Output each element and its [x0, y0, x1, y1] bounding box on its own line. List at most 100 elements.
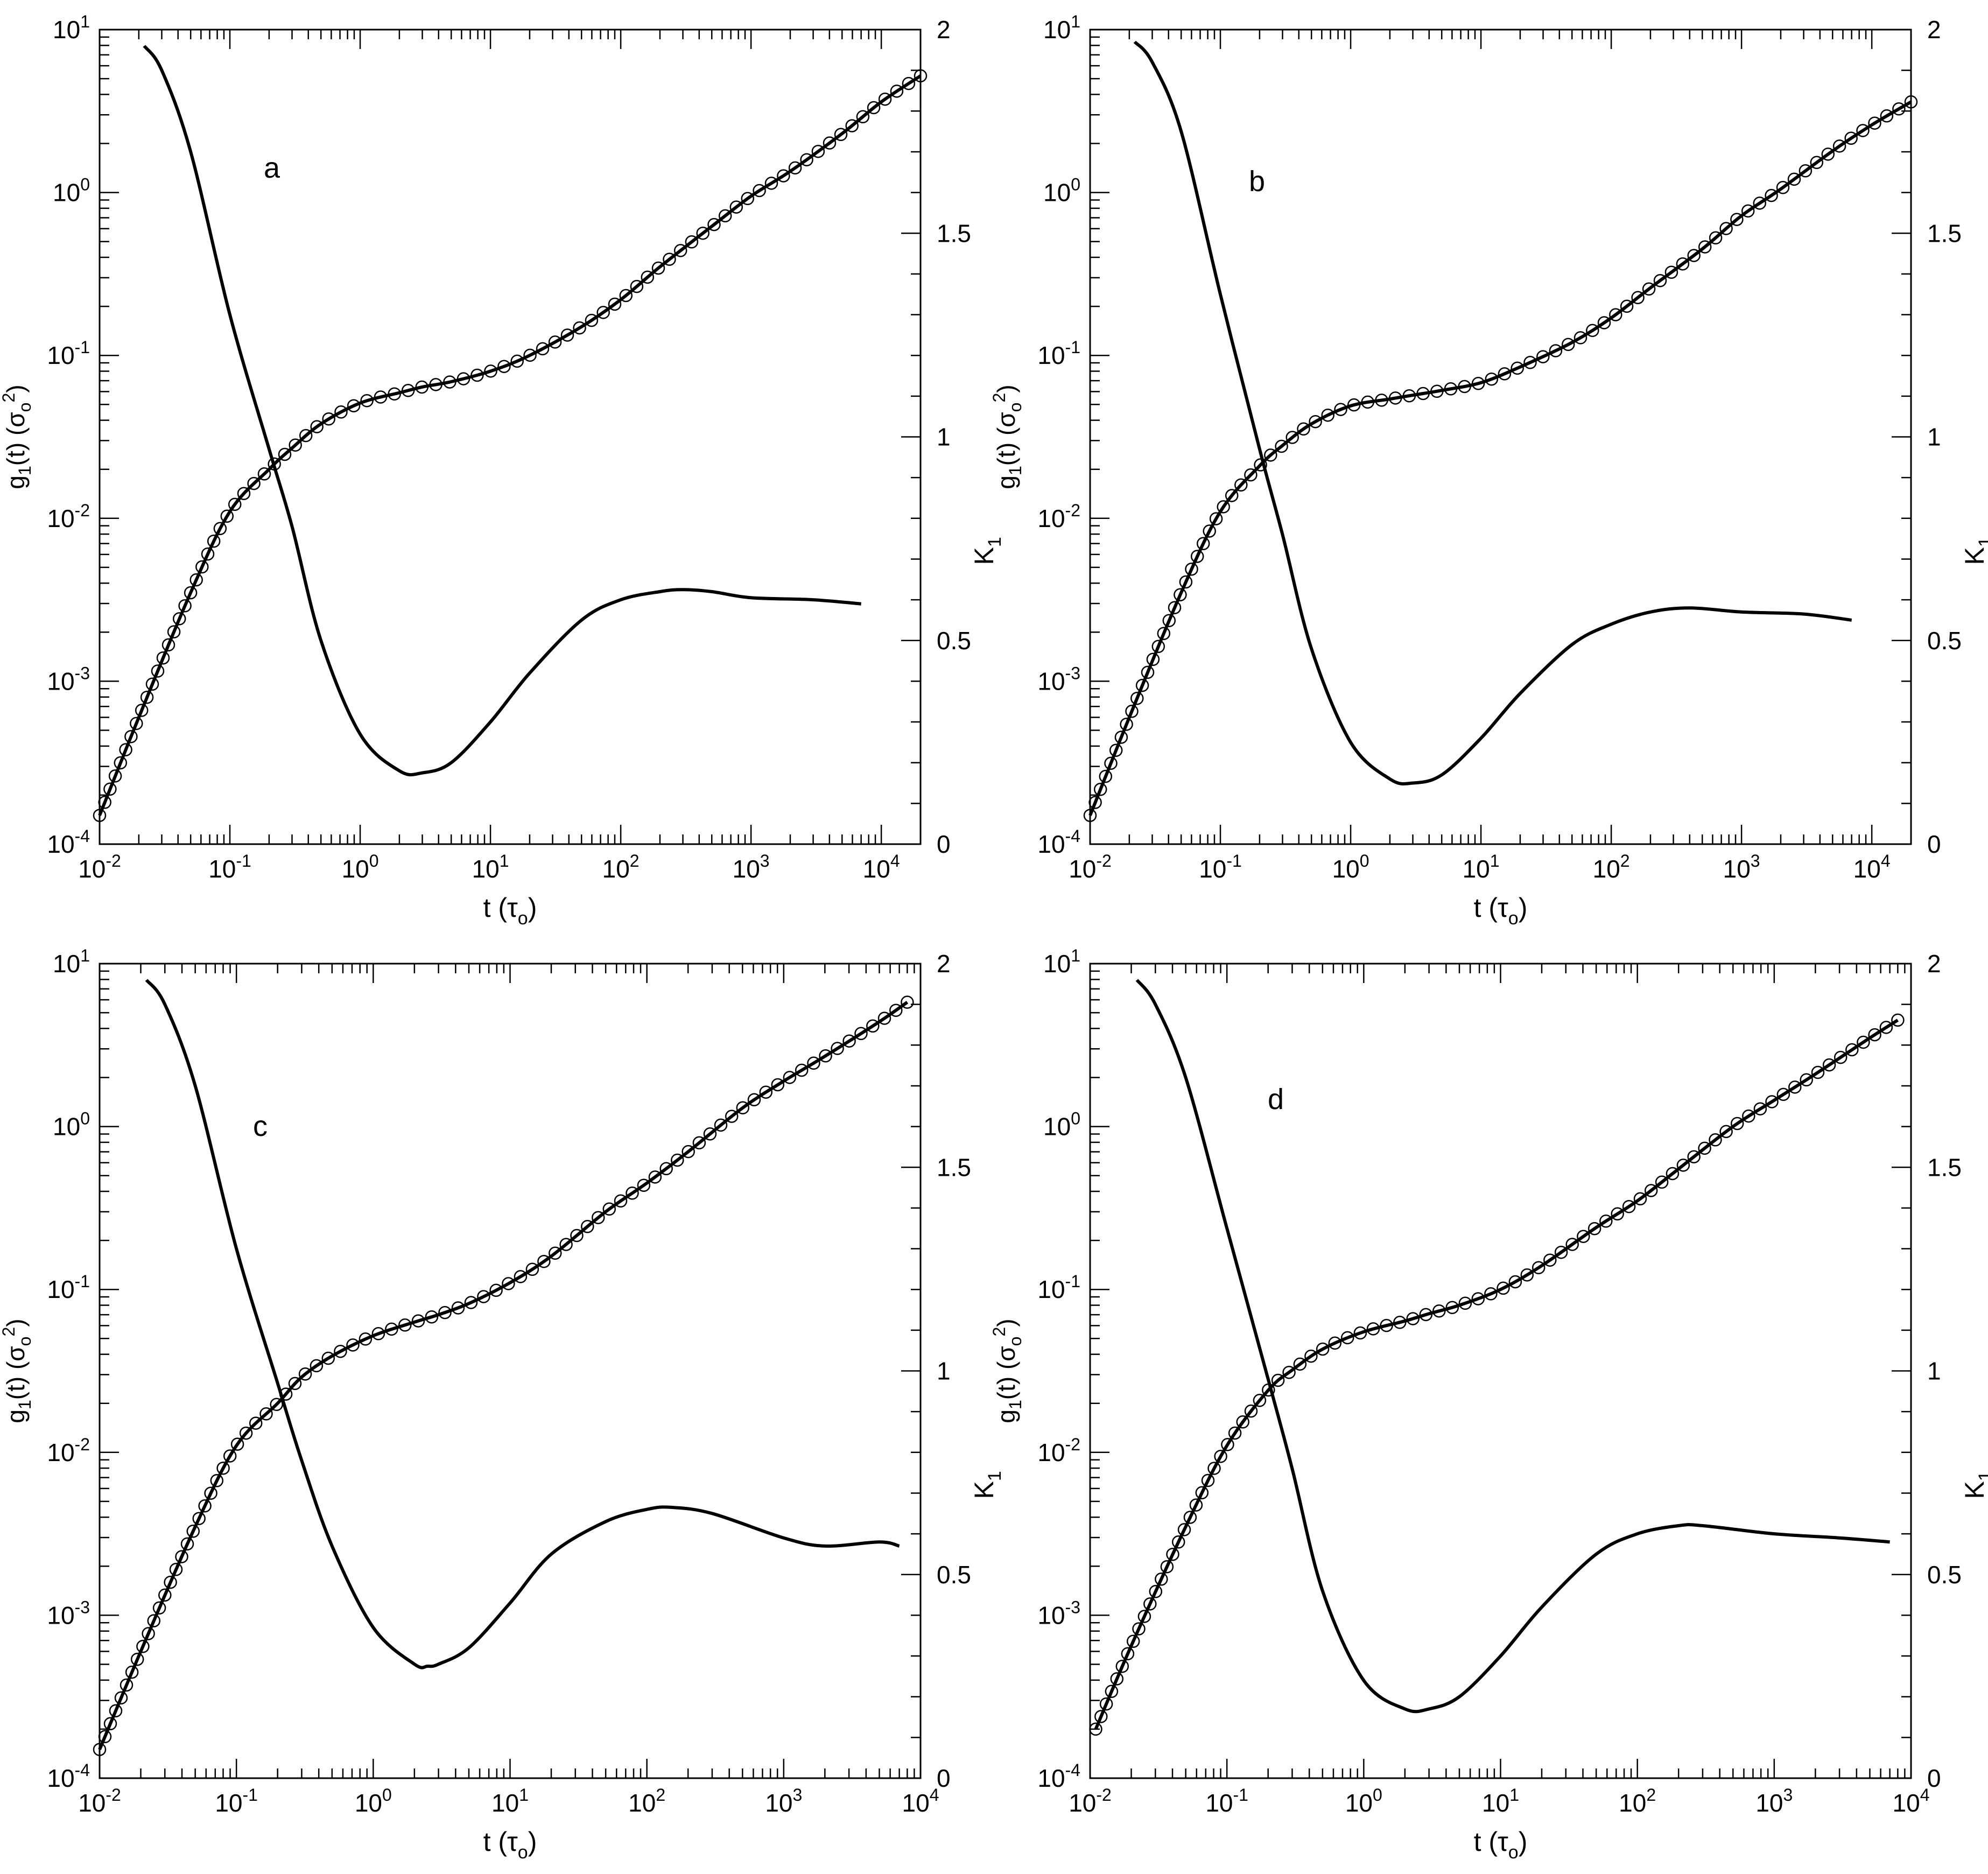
x-tick-label: 103	[1755, 1785, 1793, 1817]
x-tick-label: 100	[1345, 1785, 1382, 1817]
x-tick-label: 10-1	[208, 851, 251, 883]
g1-data-point	[1879, 1021, 1893, 1034]
x-tick-label: 101	[491, 1785, 529, 1817]
g1-data-point	[1130, 691, 1144, 705]
g1-data-point	[156, 651, 170, 665]
g1-data-point	[1822, 1058, 1836, 1072]
g1-data-point	[1485, 372, 1499, 386]
g1-data-point	[1264, 448, 1277, 462]
g1-data-point	[1799, 164, 1813, 178]
g1-data-point	[169, 1563, 183, 1576]
g1-data-point	[548, 335, 562, 349]
y-right-axis-label: K1	[1959, 1471, 1988, 1499]
y-left-tick-label: 10-2	[1037, 501, 1080, 532]
g1-data-point	[608, 297, 622, 311]
g1-data-point	[164, 1575, 177, 1589]
g1-data-point	[1321, 408, 1334, 422]
g1-data-point	[1587, 1222, 1601, 1236]
g1-data-point	[1183, 1511, 1197, 1524]
g1-data-point	[1234, 478, 1248, 492]
k1-line	[143, 45, 861, 777]
g1-data-point	[1115, 1659, 1129, 1673]
y-right-tick-label: 0	[937, 830, 951, 858]
g1-data-point	[1776, 1087, 1790, 1101]
y-left-tick-label: 100	[53, 175, 90, 207]
g1-data-point	[736, 1101, 750, 1114]
y-left-tick-label: 101	[1043, 12, 1080, 44]
g1-data-point	[619, 289, 633, 303]
y-left-tick-label: 10-1	[47, 1272, 90, 1303]
g1-data-point	[867, 101, 881, 115]
g1-data-point	[570, 1229, 584, 1243]
g1-data-point	[637, 1178, 651, 1192]
y-left-tick-label: 100	[53, 1109, 90, 1141]
g1-data-point	[523, 348, 537, 362]
y-right-tick-label: 1	[937, 423, 951, 451]
g1-data-point	[184, 586, 198, 600]
g1-data-point	[1419, 1308, 1433, 1322]
y-right-tick-label: 0	[1927, 830, 1941, 858]
panel-label: b	[1249, 165, 1265, 198]
g1-data-point	[1834, 1050, 1847, 1064]
g1-data-point	[230, 1437, 244, 1451]
g1-data-point	[585, 313, 599, 327]
g1-data-point	[573, 321, 586, 335]
panel-label: c	[253, 1110, 268, 1142]
g1-data-point	[411, 1314, 425, 1328]
g1-fit-line	[98, 74, 922, 816]
g1-data-point	[626, 1187, 639, 1200]
g1-data-point	[93, 1743, 107, 1756]
g1-data-point	[673, 244, 687, 257]
g1-data-point	[1094, 1710, 1108, 1723]
g1-data-point	[497, 360, 511, 373]
g1-data-point	[1375, 394, 1388, 407]
g1-data-point	[1114, 731, 1128, 744]
g1-data-point	[1340, 1331, 1354, 1345]
g1-data-markers	[1083, 95, 1918, 822]
g1-data-point	[1146, 652, 1160, 666]
g1-data-point	[663, 252, 676, 266]
g1-data-point	[98, 1730, 112, 1744]
g1-data-point	[210, 1474, 224, 1487]
g1-data-point	[602, 1202, 616, 1216]
g1-data-point	[1832, 139, 1846, 153]
y-right-tick-label: 0.5	[937, 1561, 971, 1589]
g1-data-point	[1655, 1175, 1669, 1189]
g1-data-point	[795, 1063, 809, 1077]
g1-data-point	[1471, 377, 1485, 390]
g1-data-point	[322, 412, 335, 426]
g1-data-point	[172, 612, 186, 626]
g1-data-point	[1523, 356, 1537, 369]
g1-data-point	[901, 995, 914, 1009]
g1-data-point	[1099, 769, 1113, 783]
g1-data-point	[1719, 222, 1733, 235]
g1-data-point	[1109, 743, 1123, 757]
y-left-tick-label: 10-4	[47, 1760, 90, 1792]
g1-data-point	[288, 1377, 302, 1391]
g1-data-point	[696, 226, 710, 240]
g1-data-point	[856, 110, 870, 124]
g1-data-point	[1196, 537, 1210, 551]
g1-data-point	[1155, 1573, 1168, 1586]
g1-data-point	[1676, 1159, 1690, 1172]
g1-data-point	[1253, 1394, 1267, 1407]
g1-data-point	[477, 1290, 490, 1303]
x-axis-label: t (τo)	[483, 893, 537, 929]
g1-data-point	[152, 1601, 166, 1615]
g1-data-point	[1484, 1287, 1498, 1301]
y-left-tick-label: 101	[53, 946, 90, 978]
g1-data-point	[536, 342, 550, 356]
g1-fit-line	[1088, 100, 1912, 816]
g1-data-point	[1132, 1622, 1146, 1636]
y-right-tick-label: 1	[937, 1357, 951, 1385]
g1-data-point	[259, 1407, 273, 1421]
g1-data-point	[135, 704, 149, 717]
g1-data-point	[401, 384, 415, 397]
x-tick-label: 104	[863, 851, 900, 883]
g1-data-point	[592, 1211, 605, 1224]
g1-data-point	[1285, 431, 1299, 444]
g1-data-point	[1157, 627, 1171, 640]
g1-data-point	[1353, 1326, 1367, 1340]
y-left-tick-label: 10-4	[47, 826, 90, 858]
g1-data-point	[1174, 588, 1187, 602]
